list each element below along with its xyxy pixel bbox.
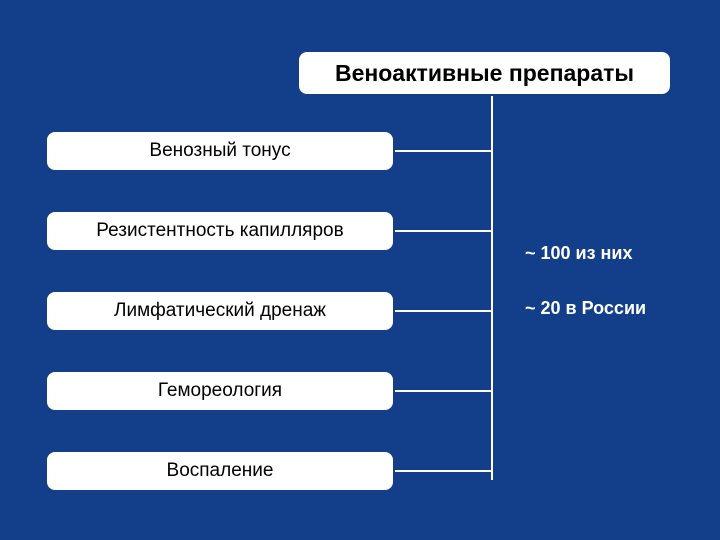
- connector-branch-2: [395, 310, 493, 312]
- connector-branch-3: [395, 390, 493, 392]
- branch-node-3: Гемореология: [45, 370, 395, 412]
- branch-node-4: Воспаление: [45, 450, 395, 492]
- side-note-1: ~ 20 в России: [525, 298, 646, 319]
- connector-branch-4: [395, 470, 493, 472]
- branch-node-0: Венозный тонус: [45, 130, 395, 172]
- connector-branch-0: [395, 150, 493, 152]
- branch-node-2: Лимфатический дренаж: [45, 290, 395, 332]
- title-node: Веноактивные препараты: [297, 50, 672, 96]
- side-note-0: ~ 100 из них: [525, 243, 633, 264]
- branch-node-1: Резистентность капилляров: [45, 210, 395, 252]
- connector-trunk: [491, 82, 493, 480]
- connector-branch-1: [395, 230, 493, 232]
